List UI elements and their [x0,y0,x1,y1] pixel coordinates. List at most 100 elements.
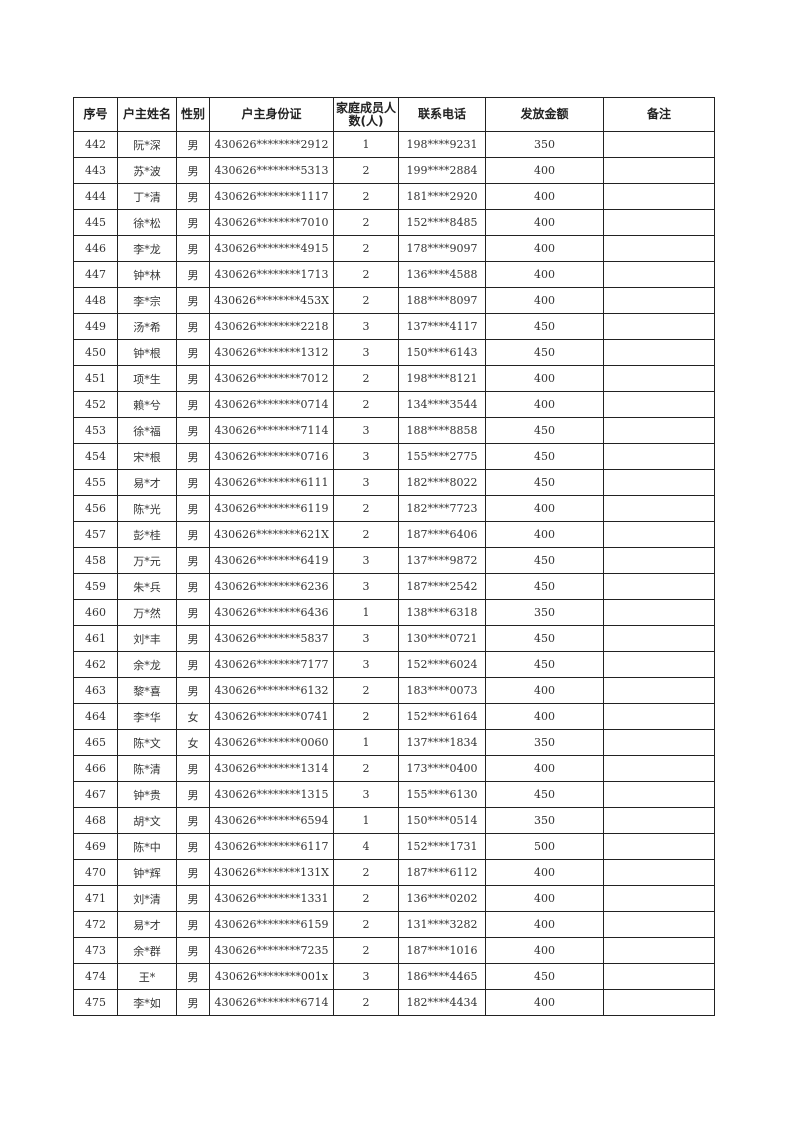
cell-id-number: 430626********6236 [209,573,334,600]
cell-name: 钟*根 [117,339,177,366]
cell-amount: 450 [485,313,604,340]
cell-family-members: 2 [333,261,399,288]
cell-amount: 400 [485,365,604,392]
header-phone: 联系电话 [398,97,486,132]
table-row: 442 阮*深男 430626********2912 1 198****9231 350 [73,131,715,158]
cell-gender: 男 [176,365,210,392]
cell-index: 460 [73,599,118,626]
table-row: 446 李*龙男 430626********4915 2 178****9097 400 [73,235,715,262]
cell-phone: 150****6143 [398,339,486,366]
table-row: 463 黎*喜男 430626********6132 2 183****0073 400 [73,677,715,704]
table-row: 475 李*如男 430626********6714 2 182****4434 400 [73,989,715,1016]
cell-gender: 男 [176,235,210,262]
cell-remarks [603,755,715,782]
cell-index: 442 [73,131,118,158]
cell-id-number: 430626********1312 [209,339,334,366]
cell-index: 469 [73,833,118,860]
cell-amount: 450 [485,651,604,678]
cell-id-number: 430626********6111 [209,469,334,496]
header-householder-name: 户主姓名 [117,97,177,132]
table-row: 443 苏*波男 430626********5313 2 199****2884 400 [73,157,715,184]
cell-id-number: 430626********131X [209,859,334,886]
cell-id-number: 430626********453X [209,287,334,314]
cell-index: 456 [73,495,118,522]
cell-remarks [603,807,715,834]
cell-index: 474 [73,963,118,990]
header-family-members: 家庭成员人数(人) [333,97,399,132]
cell-phone: 152****1731 [398,833,486,860]
cell-remarks [603,131,715,158]
cell-amount: 350 [485,599,604,626]
table-row: 447 钟*林男 430626********1713 2 136****4588 400 [73,261,715,288]
cell-gender: 男 [176,443,210,470]
cell-name: 阮*深 [117,131,177,158]
cell-amount: 400 [485,755,604,782]
cell-gender: 女 [176,729,210,756]
cell-gender: 男 [176,885,210,912]
cell-phone: 187****6112 [398,859,486,886]
cell-id-number: 430626********6436 [209,599,334,626]
cell-amount: 400 [485,677,604,704]
cell-family-members: 3 [333,781,399,808]
cell-id-number: 430626********0714 [209,391,334,418]
cell-gender: 男 [176,963,210,990]
cell-index: 449 [73,313,118,340]
cell-phone: 198****9231 [398,131,486,158]
cell-gender: 男 [176,417,210,444]
cell-phone: 138****6318 [398,599,486,626]
cell-amount: 400 [485,183,604,210]
cell-gender: 男 [176,833,210,860]
cell-index: 466 [73,755,118,782]
cell-phone: 137****9872 [398,547,486,574]
cell-family-members: 2 [333,391,399,418]
cell-family-members: 2 [333,209,399,236]
cell-family-members: 1 [333,807,399,834]
cell-index: 465 [73,729,118,756]
cell-gender: 男 [176,625,210,652]
cell-remarks [603,963,715,990]
cell-remarks [603,261,715,288]
cell-amount: 400 [485,859,604,886]
cell-gender: 男 [176,131,210,158]
cell-remarks [603,235,715,262]
table-row: 474 王* 男 430626********001x 3 186****4465 450 [73,963,715,990]
cell-name: 陈*光 [117,495,177,522]
cell-phone: 131****3282 [398,911,486,938]
table-row: 445 徐*松男 430626********7010 2 152****8485 400 [73,209,715,236]
cell-family-members: 3 [333,573,399,600]
cell-family-members: 3 [333,625,399,652]
cell-name: 彭*桂 [117,521,177,548]
table-row: 467 钟*贵男 430626********1315 3 155****6130 450 [73,781,715,808]
cell-name: 陈*文 [117,729,177,756]
cell-phone: 150****0514 [398,807,486,834]
cell-name: 余*龙 [117,651,177,678]
cell-amount: 500 [485,833,604,860]
cell-gender: 男 [176,183,210,210]
cell-gender: 男 [176,599,210,626]
cell-amount: 450 [485,547,604,574]
cell-amount: 350 [485,131,604,158]
cell-amount: 400 [485,261,604,288]
cell-name: 项*生 [117,365,177,392]
cell-amount: 450 [485,781,604,808]
cell-family-members: 1 [333,729,399,756]
cell-name: 宋*根 [117,443,177,470]
cell-index: 451 [73,365,118,392]
cell-phone: 134****3544 [398,391,486,418]
cell-index: 448 [73,287,118,314]
cell-amount: 400 [485,885,604,912]
cell-id-number: 430626********0060 [209,729,334,756]
cell-gender: 男 [176,313,210,340]
cell-family-members: 1 [333,599,399,626]
table-row: 473 余*群男 430626********7235 2 187****1016 400 [73,937,715,964]
cell-id-number: 430626********1315 [209,781,334,808]
cell-index: 473 [73,937,118,964]
cell-remarks [603,417,715,444]
cell-name: 钟*林 [117,261,177,288]
cell-name: 余*群 [117,937,177,964]
header-remarks: 备注 [603,97,715,132]
cell-phone: 130****0721 [398,625,486,652]
cell-family-members: 2 [333,157,399,184]
cell-remarks [603,573,715,600]
cell-name: 万*元 [117,547,177,574]
